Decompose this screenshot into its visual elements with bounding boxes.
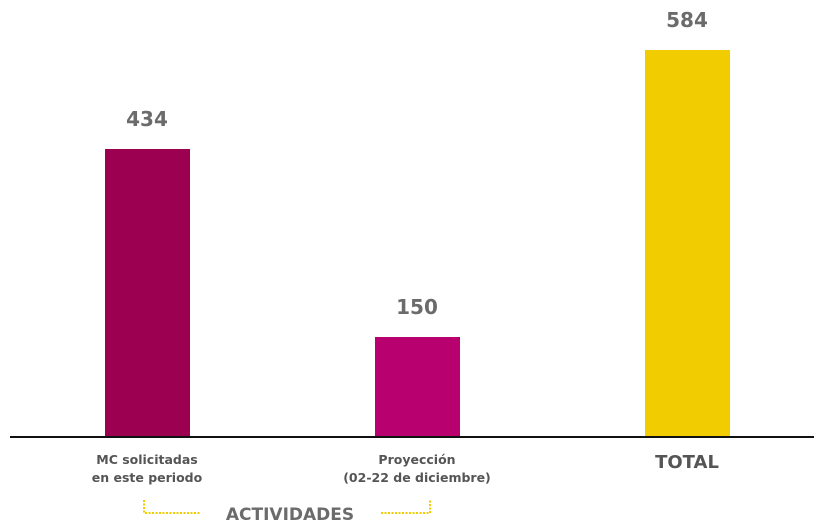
data-label: 434 [126,107,168,132]
bracket-left [143,500,200,514]
bar [374,336,460,436]
x-tick-label: Proyección (02-22 de diciembre) [343,452,491,485]
x-axis-line [10,436,814,438]
bar [104,149,190,436]
bracket-right [381,500,431,514]
annotation: ACTIVIDADES [225,505,355,525]
x-tick-label: TOTAL [655,452,719,473]
bar [644,50,730,436]
data-label: 150 [396,294,438,319]
data-label: 584 [666,8,708,32]
x-tick-label: MC solicitadas en este periodo [91,452,203,485]
